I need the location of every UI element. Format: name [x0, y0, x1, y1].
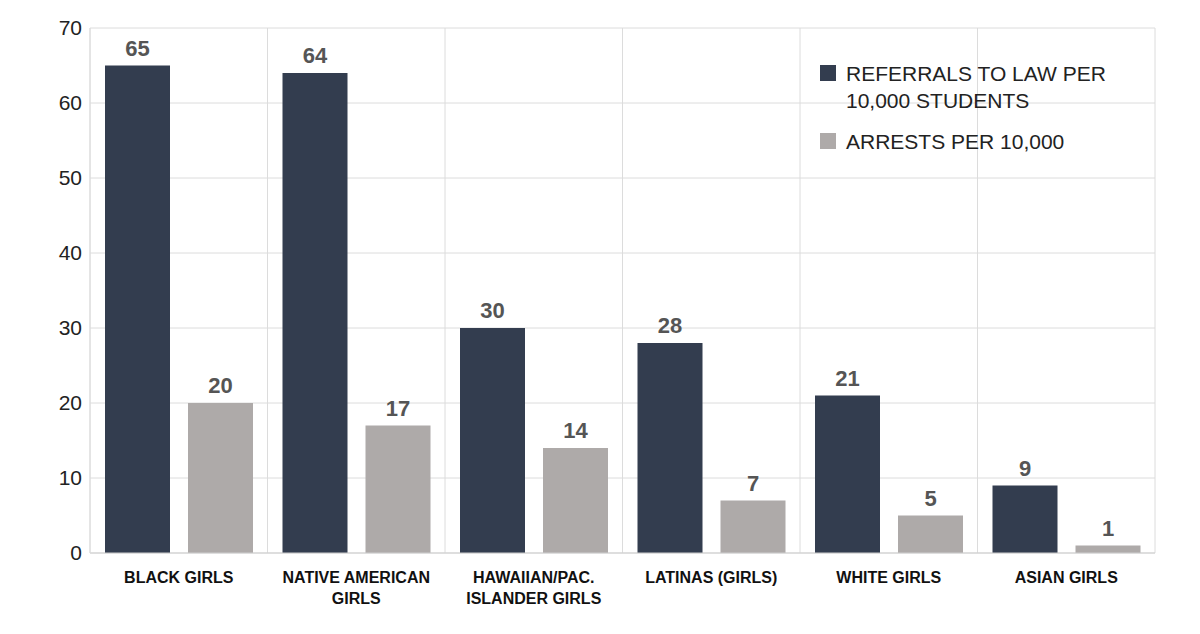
svg-text:ASIAN GIRLS: ASIAN GIRLS: [1015, 569, 1118, 586]
svg-text:30: 30: [480, 298, 504, 323]
svg-text:50: 50: [59, 166, 82, 189]
svg-text:9: 9: [1019, 456, 1031, 481]
html-text:ARRESTS PER 10,000: ARRESTS PER 10,000: [846, 130, 1065, 153]
svg-text:BLACK GIRLS: BLACK GIRLS: [124, 569, 234, 586]
svg-text:65: 65: [125, 36, 149, 61]
svg-text:30: 30: [59, 316, 82, 339]
svg-text:NATIVE AMERICANGIRLS: NATIVE AMERICANGIRLS: [282, 569, 430, 607]
svg-text:17: 17: [386, 396, 410, 421]
svg-text:7: 7: [747, 471, 759, 496]
svg-text:70: 70: [59, 16, 82, 39]
svg-text:5: 5: [924, 486, 936, 511]
svg-text:20: 20: [59, 391, 82, 414]
svg-text:20: 20: [208, 373, 232, 398]
svg-text:1: 1: [1102, 516, 1114, 541]
svg-text:HAWAIIAN/PAC.ISLANDER GIRLS: HAWAIIAN/PAC.ISLANDER GIRLS: [466, 569, 601, 607]
svg-text:28: 28: [658, 313, 682, 338]
svg-text:64: 64: [303, 43, 328, 68]
svg-text:0: 0: [70, 541, 82, 564]
svg-text:60: 60: [59, 91, 82, 114]
svg-text:21: 21: [835, 366, 859, 391]
html-text:REFERRALS TO LAW PER 10,000 ST: REFERRALS TO LAW PER 10,000 STUDENTS: [846, 62, 1106, 112]
svg-text:WHITE GIRLS: WHITE GIRLS: [836, 569, 941, 586]
svg-text:LATINAS (GIRLS): LATINAS (GIRLS): [645, 569, 777, 586]
svg-text:14: 14: [563, 418, 588, 443]
svg-text:40: 40: [59, 241, 82, 264]
svg-text:10: 10: [59, 466, 82, 489]
